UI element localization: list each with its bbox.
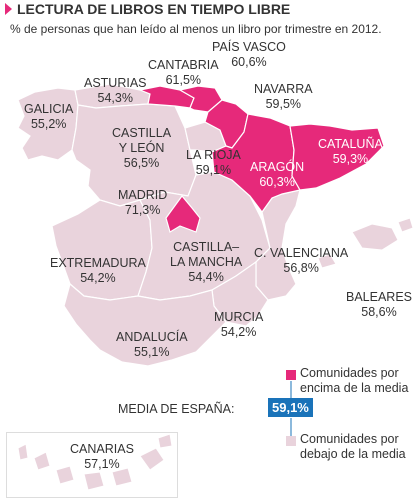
- label-canarias: CANARIAS 57,1%: [70, 442, 134, 471]
- label-castilla-mancha: CASTILLA– LA MANCHA 54,4%: [170, 240, 243, 284]
- average-badge: 59,1%: [268, 398, 313, 417]
- label-asturias: ASTURIAS 54,3%: [84, 76, 147, 105]
- label-aragon: ARAGÓN 60,3%: [250, 160, 305, 189]
- region-andalucia[interactable]: [63, 282, 227, 367]
- legend-below-swatch: [286, 436, 296, 446]
- page-title: LECTURA DE LIBROS EN TIEMPO LIBRE: [17, 1, 291, 17]
- label-castilla-leon: CASTILLA Y LEÓN 56,5%: [112, 126, 172, 170]
- average-label: MEDIA DE ESPAÑA:: [118, 402, 235, 416]
- canarias-inset: [6, 432, 178, 498]
- legend-above-swatch: [286, 370, 296, 380]
- label-cataluna: CATALUÑA 59,3%: [318, 137, 383, 166]
- label-valenciana: C. VALENCIANA 56,8%: [254, 246, 349, 275]
- label-galicia: GALICIA 55,2%: [24, 102, 74, 131]
- label-la-rioja: LA RIOJA 59,1%: [186, 148, 241, 177]
- label-extremadura: EXTREMADURA 54,2%: [50, 256, 146, 285]
- label-pais-vasco: PAÍS VASCO 60,6%: [212, 40, 286, 69]
- label-navarra: NAVARRA 59,5%: [254, 82, 313, 111]
- label-baleares: BALEARES 58,6%: [346, 290, 413, 319]
- region-cataluna[interactable]: [289, 123, 385, 191]
- header-marker-icon: [5, 3, 12, 15]
- label-cantabria: CANTABRIA 61,5%: [148, 58, 219, 87]
- legend-above-text: Comunidades por encima de la media: [300, 366, 409, 395]
- region-madrid[interactable]: [165, 195, 201, 233]
- page-subtitle: % de personas que han leído al menos un …: [10, 22, 382, 36]
- legend-below-text: Comunidades por debajo de la media: [300, 432, 406, 461]
- region-galicia[interactable]: [17, 87, 79, 161]
- label-murcia: MURCIA 54,2%: [214, 310, 264, 339]
- label-madrid: MADRID 71,3%: [118, 188, 168, 217]
- region-canarias[interactable]: [17, 433, 173, 491]
- region-aragon[interactable]: [211, 113, 301, 214]
- region-baleares[interactable]: [317, 217, 414, 269]
- label-andalucia: ANDALUCÍA 55,1%: [116, 330, 188, 359]
